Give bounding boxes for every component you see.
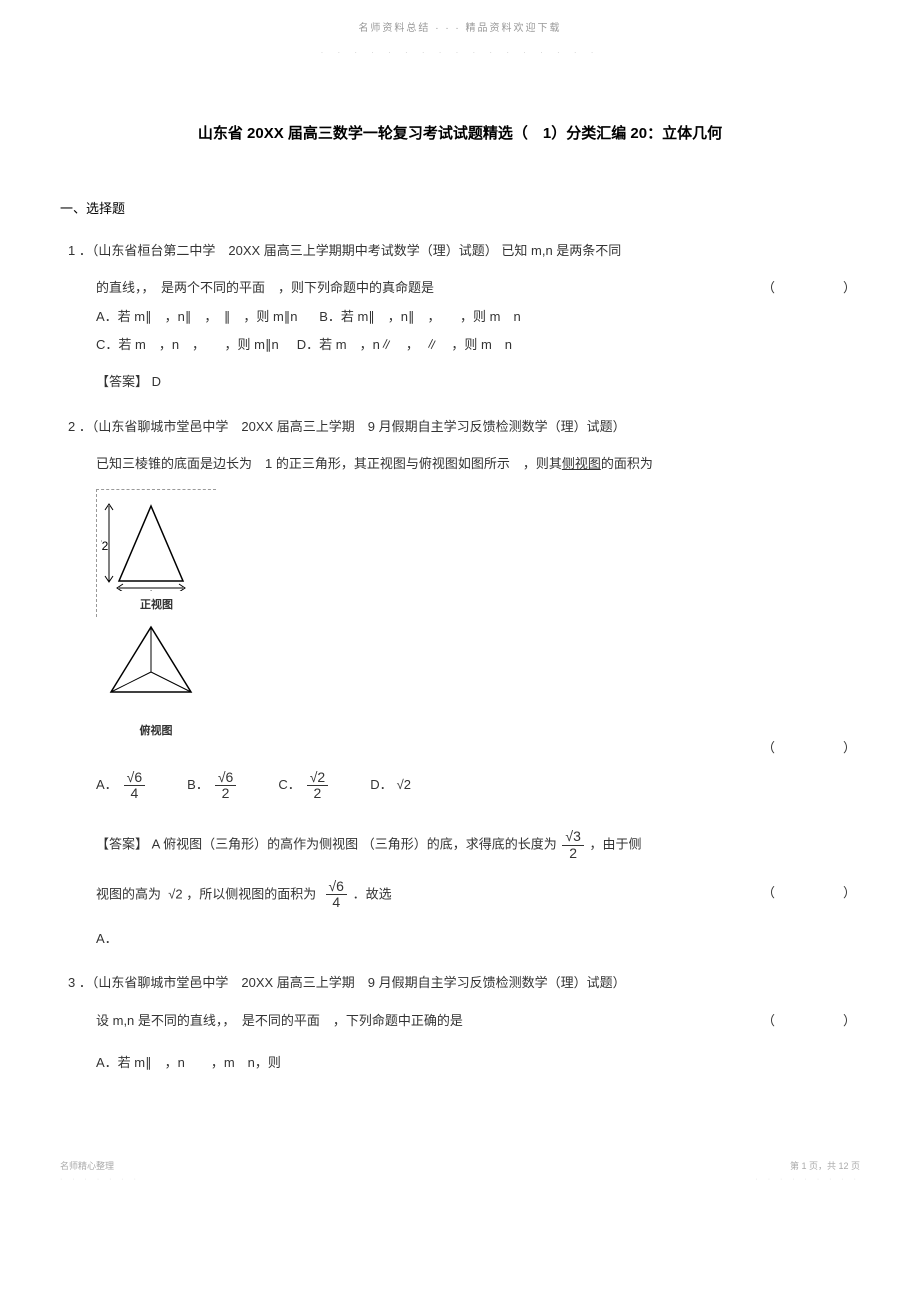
- q2-ans-l2a: 视图的高为: [96, 886, 161, 901]
- q2-ans-pre: 【答案】 A 俯视图（三角形）的高作为侧视图 （三角形）的底，求得底的长度为: [96, 837, 557, 852]
- answer-paren: （ ）: [762, 879, 870, 908]
- question-2: 2 ．（山东省聊城市堂邑中学 20XX 届高三上学期 9 月假期自主学习反馈检测…: [60, 415, 860, 954]
- front-view-figure: √2 1 正视图: [96, 489, 216, 617]
- question-number: 1: [68, 243, 75, 258]
- q2-optB-label: B．: [187, 771, 209, 800]
- page-footer: 名师精心整理 · · · · · · · 第 1 页，共 12 页 · · · …: [60, 1158, 860, 1187]
- footer-right: 第 1 页，共 12 页: [755, 1158, 860, 1174]
- top-view-figure: 俯视图: [96, 617, 216, 744]
- q1-line2: 的直线，， 是两个不同的平面 ，则下列命题中的真命题是: [96, 280, 434, 295]
- q2-ans-final: A．: [96, 931, 118, 946]
- q2-ans-post1: ，由于侧: [590, 837, 642, 852]
- q3-optA: A．若 m∥ ，n ，m n，则: [96, 1055, 281, 1070]
- q2-optC-den: 2: [311, 786, 325, 801]
- q2-ans-f1-num: √3: [562, 829, 583, 845]
- question-3: 3 ．（山东省聊城市堂邑中学 20XX 届高三上学期 9 月假期自主学习反馈检测…: [60, 971, 860, 1078]
- q2-optB-den: 2: [219, 786, 233, 801]
- q1-optC: C．若 m ，n ， ，则 m∥n: [96, 337, 279, 352]
- q2-ans-l2c: ．故选: [353, 886, 392, 901]
- question-source: ．（山东省桓台第二中学 20XX 届高三上学期期中考试数学（理）试题）: [79, 243, 498, 258]
- footer-left-dots: · · · · · · ·: [60, 1174, 140, 1187]
- q2-optB-num: √6: [215, 770, 236, 786]
- q3-line1: 设 m,n 是不同的直线，， 是不同的平面 ，下列命题中正确的是: [96, 1013, 463, 1028]
- q2-optD-label: D．: [370, 771, 392, 800]
- question-source: ．（山东省聊城市堂邑中学 20XX 届高三上学期 9 月假期自主学习反馈检测数学…: [79, 975, 626, 990]
- footer-right-dots: · · · · · · · · ·: [755, 1174, 860, 1187]
- q2-ans-f2-den: 4: [329, 895, 343, 910]
- q2-ans-f2-num: √6: [326, 879, 347, 895]
- document-title: 山东省 20XX 届高三数学一轮复习考试试题精选（ 1）分类汇编 20：立体几何: [90, 120, 830, 147]
- page-header-dots: · · · · · · · · · · · · · · · · ·: [60, 46, 860, 60]
- front-view-label: 正视图: [101, 593, 212, 617]
- answer-paren: （ ）: [762, 1007, 870, 1036]
- footer-left: 名师精心整理: [60, 1158, 140, 1174]
- question-number: 2: [68, 419, 75, 434]
- q2-ans-l2b: ，所以侧视图的面积为: [186, 886, 316, 901]
- q2-optC-label: C．: [278, 771, 300, 800]
- q1-optD: D．若 m ，n∥ ， ∥ ，则 m n: [297, 337, 512, 352]
- q2-optA-num: √6: [124, 770, 145, 786]
- question-stem: 已知 m,n 是两条不同: [501, 243, 621, 258]
- q2-line1-tail: 的面积为: [601, 456, 653, 471]
- q1-optA: A．若 m∥ ，n∥ ， ∥ ，则 m∥n: [96, 309, 298, 324]
- sqrt2-label: √2: [101, 539, 109, 553]
- answer-paren: （ ）: [762, 734, 870, 763]
- q2-optD-val: √2: [397, 771, 411, 800]
- q2-optA-den: 4: [128, 786, 142, 801]
- question-source: ．（山东省聊城市堂邑中学 20XX 届高三上学期 9 月假期自主学习反馈检测数学…: [79, 419, 626, 434]
- section-heading: 一、选择题: [60, 197, 860, 220]
- q2-optC-num: √2: [307, 770, 328, 786]
- figure-views: √2 1 正视图 俯视图: [96, 489, 216, 744]
- q2-options: A． √64 B． √62 C． √22 D． √2: [96, 770, 860, 802]
- answer-paren: （ ）: [762, 274, 870, 303]
- one-label: 1: [148, 589, 154, 591]
- q1-answer: 【答案】 D: [96, 368, 860, 397]
- q2-ans-f1-den: 2: [566, 846, 580, 861]
- q2-underlined: 侧视图: [562, 456, 601, 471]
- q2-line1: 已知三棱锥的底面是边长为 1 的正三角形，其正视图与俯视图如图所示 ，则其: [96, 456, 562, 471]
- question-1: 1 ．（山东省桓台第二中学 20XX 届高三上学期期中考试数学（理）试题） 已知…: [60, 239, 860, 397]
- q2-ans-sqrt2: √2: [168, 886, 182, 901]
- question-number: 3: [68, 975, 75, 990]
- page-header: 名师资料总结 · · · 精品资料欢迎下载: [60, 20, 860, 38]
- q2-optA-label: A．: [96, 771, 118, 800]
- q1-optB: B．若 m∥ ，n∥ ， ，则 m n: [319, 309, 521, 324]
